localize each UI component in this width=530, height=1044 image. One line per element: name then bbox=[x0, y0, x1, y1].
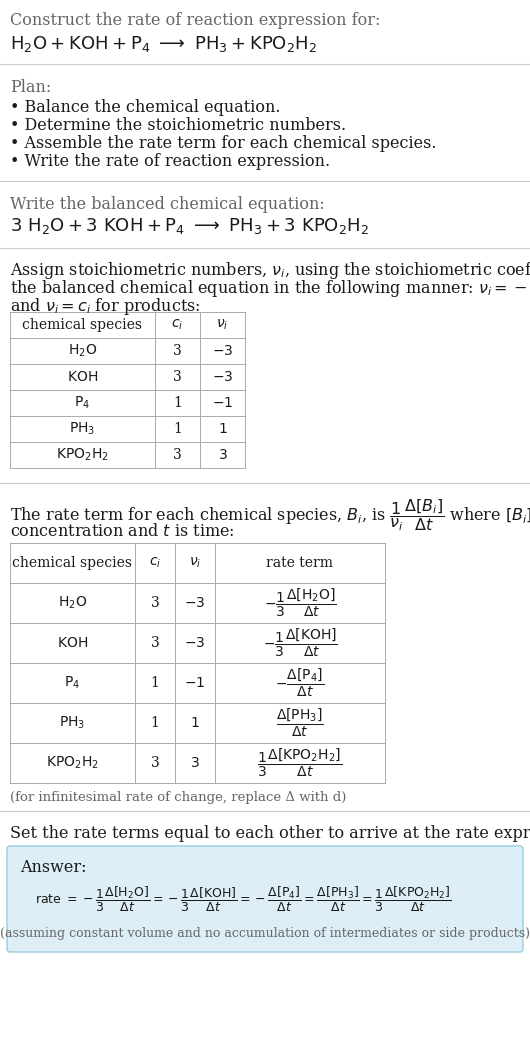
Text: 1: 1 bbox=[173, 422, 182, 436]
Text: concentration and $t$ is time:: concentration and $t$ is time: bbox=[10, 523, 235, 540]
Text: $c_i$: $c_i$ bbox=[149, 555, 161, 570]
Text: 3: 3 bbox=[173, 448, 182, 462]
Text: The rate term for each chemical species, $B_i$, is $\dfrac{1}{\nu_i}\dfrac{\Delt: The rate term for each chemical species,… bbox=[10, 497, 530, 533]
Text: $-3$: $-3$ bbox=[184, 596, 206, 610]
Text: 1: 1 bbox=[151, 677, 160, 690]
Text: $-3$: $-3$ bbox=[212, 370, 233, 384]
Text: rate $= -\dfrac{1}{3}\dfrac{\Delta[\mathrm{H_2O}]}{\Delta t}= -\dfrac{1}{3}\dfra: rate $= -\dfrac{1}{3}\dfrac{\Delta[\math… bbox=[35, 885, 452, 914]
Text: $3$: $3$ bbox=[190, 756, 200, 770]
Text: Plan:: Plan: bbox=[10, 79, 51, 96]
Text: Assign stoichiometric numbers, $\nu_i$, using the stoichiometric coefficients, $: Assign stoichiometric numbers, $\nu_i$, … bbox=[10, 260, 530, 281]
Text: $c_i$: $c_i$ bbox=[171, 317, 183, 332]
Text: $\mathrm{KPO_2H_2}$: $\mathrm{KPO_2H_2}$ bbox=[56, 447, 109, 464]
Text: chemical species: chemical species bbox=[13, 556, 132, 570]
Text: $\mathrm{H_2O}$: $\mathrm{H_2O}$ bbox=[58, 595, 87, 611]
Text: $\mathrm{PH_3}$: $\mathrm{PH_3}$ bbox=[69, 421, 95, 437]
Text: • Determine the stoichiometric numbers.: • Determine the stoichiometric numbers. bbox=[10, 117, 346, 134]
Text: 1: 1 bbox=[173, 396, 182, 410]
Text: $\mathrm{P_4}$: $\mathrm{P_4}$ bbox=[75, 395, 91, 411]
Text: the balanced chemical equation in the following manner: $\nu_i = -c_i$ for react: the balanced chemical equation in the fo… bbox=[10, 278, 530, 299]
Text: • Write the rate of reaction expression.: • Write the rate of reaction expression. bbox=[10, 153, 330, 170]
Text: $-\dfrac{1}{3}\dfrac{\Delta[\mathrm{H_2O}]}{\Delta t}$: $-\dfrac{1}{3}\dfrac{\Delta[\mathrm{H_2O… bbox=[264, 587, 337, 619]
Text: $-3$: $-3$ bbox=[184, 636, 206, 650]
Text: Set the rate terms equal to each other to arrive at the rate expression:: Set the rate terms equal to each other t… bbox=[10, 825, 530, 843]
Text: Write the balanced chemical equation:: Write the balanced chemical equation: bbox=[10, 196, 325, 213]
Text: $\nu_i$: $\nu_i$ bbox=[189, 555, 201, 570]
Text: $1$: $1$ bbox=[218, 422, 227, 436]
Text: $-1$: $-1$ bbox=[212, 396, 233, 410]
Text: $\mathrm{KPO_2H_2}$: $\mathrm{KPO_2H_2}$ bbox=[46, 755, 99, 772]
Text: 3: 3 bbox=[151, 636, 160, 650]
Text: $3$: $3$ bbox=[218, 448, 227, 462]
Text: Answer:: Answer: bbox=[20, 859, 86, 876]
Text: $\mathrm{KOH}$: $\mathrm{KOH}$ bbox=[57, 636, 88, 650]
Text: • Assemble the rate term for each chemical species.: • Assemble the rate term for each chemic… bbox=[10, 135, 437, 152]
Text: $\dfrac{\Delta[\mathrm{PH_3}]}{\Delta t}$: $\dfrac{\Delta[\mathrm{PH_3}]}{\Delta t}… bbox=[276, 707, 324, 739]
Text: Construct the rate of reaction expression for:: Construct the rate of reaction expressio… bbox=[10, 11, 381, 29]
Text: $\dfrac{1}{3}\dfrac{\Delta[\mathrm{KPO_2H_2}]}{\Delta t}$: $\dfrac{1}{3}\dfrac{\Delta[\mathrm{KPO_2… bbox=[258, 746, 342, 779]
Text: 3: 3 bbox=[173, 370, 182, 384]
Text: $\mathregular{H_2O + KOH + P_4\ \longrightarrow\ PH_3 + KPO_2H_2}$: $\mathregular{H_2O + KOH + P_4\ \longrig… bbox=[10, 34, 317, 54]
Text: 3: 3 bbox=[151, 756, 160, 770]
Text: • Balance the chemical equation.: • Balance the chemical equation. bbox=[10, 99, 280, 116]
Text: $\mathrm{KOH}$: $\mathrm{KOH}$ bbox=[67, 370, 98, 384]
Text: $\nu_i$: $\nu_i$ bbox=[216, 317, 229, 332]
Text: (assuming constant volume and no accumulation of intermediates or side products): (assuming constant volume and no accumul… bbox=[0, 927, 530, 940]
Text: 3: 3 bbox=[173, 345, 182, 358]
FancyBboxPatch shape bbox=[7, 846, 523, 952]
Text: rate term: rate term bbox=[267, 556, 333, 570]
Text: $-3$: $-3$ bbox=[212, 345, 233, 358]
Text: $-\dfrac{1}{3}\dfrac{\Delta[\mathrm{KOH}]}{\Delta t}$: $-\dfrac{1}{3}\dfrac{\Delta[\mathrm{KOH}… bbox=[262, 626, 338, 659]
Text: $\mathrm{H_2O}$: $\mathrm{H_2O}$ bbox=[68, 342, 97, 359]
Text: $\mathrm{P_4}$: $\mathrm{P_4}$ bbox=[65, 674, 81, 691]
Text: chemical species: chemical species bbox=[22, 318, 143, 332]
Text: $\mathrm{PH_3}$: $\mathrm{PH_3}$ bbox=[59, 715, 86, 731]
Text: $-1$: $-1$ bbox=[184, 677, 206, 690]
Text: (for infinitesimal rate of change, replace Δ with d): (for infinitesimal rate of change, repla… bbox=[10, 791, 347, 804]
Text: $1$: $1$ bbox=[190, 716, 200, 730]
Text: $\mathregular{3\ H_2O + 3\ KOH + P_4\ \longrightarrow\ PH_3 + 3\ KPO_2H_2}$: $\mathregular{3\ H_2O + 3\ KOH + P_4\ \l… bbox=[10, 216, 369, 236]
Text: 3: 3 bbox=[151, 596, 160, 610]
Text: and $\nu_i = c_i$ for products:: and $\nu_i = c_i$ for products: bbox=[10, 296, 200, 317]
Text: 1: 1 bbox=[151, 716, 160, 730]
Text: $-\dfrac{\Delta[\mathrm{P_4}]}{\Delta t}$: $-\dfrac{\Delta[\mathrm{P_4}]}{\Delta t}… bbox=[276, 667, 324, 699]
